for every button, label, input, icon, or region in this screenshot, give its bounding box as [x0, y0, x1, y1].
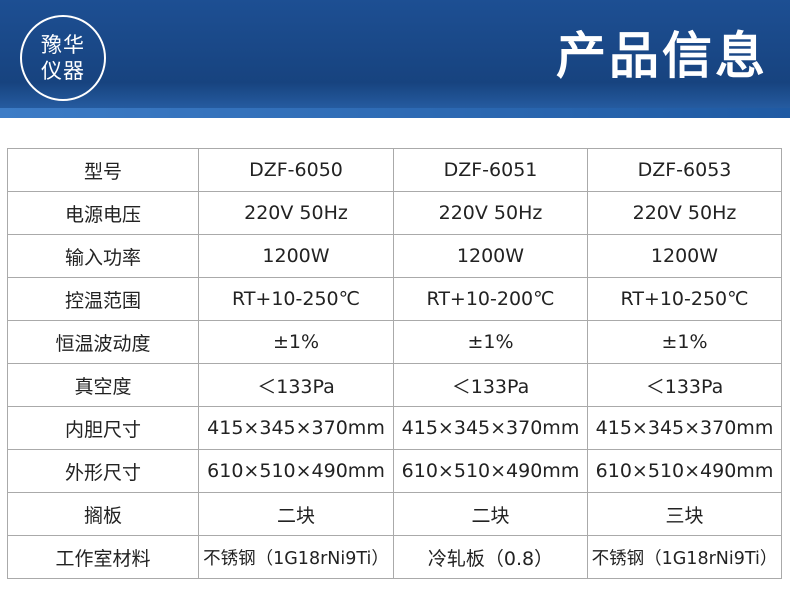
cell: 220V 50Hz	[587, 191, 782, 235]
cell: 415×345×370mm	[393, 406, 588, 450]
logo-text: 豫华	[41, 33, 85, 57]
row-label: 控温范围	[7, 277, 199, 321]
cell: RT+10-200℃	[393, 277, 588, 321]
cell: ±1%	[587, 320, 782, 364]
cell: 220V 50Hz	[198, 191, 394, 235]
table-row: 真空度 ＜133Pa ＜133Pa ＜133Pa	[7, 363, 782, 407]
cell: ＜133Pa	[587, 363, 782, 407]
logo: 豫华 仪器	[20, 15, 106, 101]
cell: 三块	[587, 492, 782, 536]
logo-text: 仪器	[41, 59, 85, 83]
cell: 二块	[198, 492, 394, 536]
table-row: 外形尺寸 610×510×490mm 610×510×490mm 610×510×49…	[7, 449, 782, 493]
row-label: 内胆尺寸	[7, 406, 199, 450]
cell: 415×345×370mm	[587, 406, 782, 450]
cell: ±1%	[393, 320, 588, 364]
page-title: 产品信息	[556, 27, 768, 85]
row-label: 恒温波动度	[7, 320, 199, 364]
table-row: 恒温波动度 ±1% ±1% ±1%	[7, 320, 782, 364]
cell: RT+10-250℃	[198, 277, 394, 321]
row-label: 搁板	[7, 492, 199, 536]
cell: 610×510×490mm	[393, 449, 588, 493]
cell: DZF-6050	[198, 148, 394, 192]
table-row: 搁板 二块 二块 三块	[7, 492, 782, 536]
cell: 610×510×490mm	[587, 449, 782, 493]
banner: 豫华 仪器 产品信息	[0, 0, 790, 118]
cell: 1200W	[393, 234, 588, 278]
row-label: 外形尺寸	[7, 449, 199, 493]
cell: ±1%	[198, 320, 394, 364]
table-row: 输入功率 1200W 1200W 1200W	[7, 234, 782, 278]
cell: 不锈钢（1G18rNi9Ti）	[198, 535, 394, 579]
cell: 冷轧板（0.8）	[393, 535, 588, 579]
cell: 220V 50Hz	[393, 191, 588, 235]
cell: 415×345×370mm	[198, 406, 394, 450]
table-row: 内胆尺寸 415×345×370mm 415×345×370mm 415×345×37…	[7, 406, 782, 450]
cell: ＜133Pa	[393, 363, 588, 407]
cell: 610×510×490mm	[198, 449, 394, 493]
table-row: 工作室材料 不锈钢（1G18rNi9Ti） 冷轧板（0.8） 不锈钢（1G18rNi9…	[7, 535, 782, 579]
cell: DZF-6053	[587, 148, 782, 192]
row-label: 型号	[7, 148, 199, 192]
table-row: 控温范围 RT+10-250℃ RT+10-200℃ RT+10-250℃	[7, 277, 782, 321]
cell: ＜133Pa	[198, 363, 394, 407]
cell: RT+10-250℃	[587, 277, 782, 321]
cell: 1200W	[587, 234, 782, 278]
row-label: 工作室材料	[7, 535, 199, 579]
cell: 二块	[393, 492, 588, 536]
table-row: 电源电压 220V 50Hz 220V 50Hz 220V 50Hz	[7, 191, 782, 235]
row-label: 电源电压	[7, 191, 199, 235]
cell: DZF-6051	[393, 148, 588, 192]
cell: 1200W	[198, 234, 394, 278]
table-row: 型号 DZF-6050 DZF-6051 DZF-6053	[7, 148, 782, 192]
row-label: 输入功率	[7, 234, 199, 278]
row-label: 真空度	[7, 363, 199, 407]
spec-table: 型号 DZF-6050 DZF-6051 DZF-6053 电源电压 220V 50Hz 2…	[7, 148, 782, 579]
cell: 不锈钢（1G18rNi9Ti）	[587, 535, 782, 579]
